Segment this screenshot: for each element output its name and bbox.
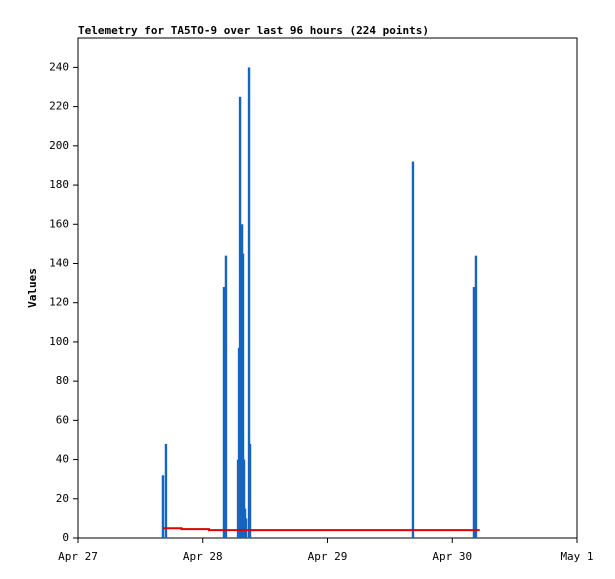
x-tick-label: Apr 29 xyxy=(308,550,348,563)
x-tick-label: May 1 xyxy=(560,550,593,563)
y-tick-label: 20 xyxy=(56,492,69,505)
y-tick-label: 220 xyxy=(49,100,69,113)
bar xyxy=(161,475,165,538)
y-tick-label: 240 xyxy=(49,60,69,73)
line xyxy=(162,527,480,532)
y-tick-label: 40 xyxy=(56,453,69,466)
y-tick-label: 140 xyxy=(49,256,69,269)
bar xyxy=(164,443,168,538)
bar xyxy=(247,67,251,538)
y-axis-label: Values xyxy=(26,268,39,308)
y-tick-label: 200 xyxy=(49,139,69,152)
y-tick-label: 100 xyxy=(49,335,69,348)
y-tick-label: 160 xyxy=(49,217,69,230)
plot-frame xyxy=(77,37,578,539)
bar xyxy=(248,443,252,538)
bar xyxy=(472,287,476,538)
y-tick-label: 180 xyxy=(49,178,69,191)
x-tick-label: Apr 30 xyxy=(432,550,472,563)
bar xyxy=(222,287,226,538)
bar xyxy=(241,253,245,538)
x-tick-label: Apr 28 xyxy=(183,550,223,563)
bar xyxy=(411,161,415,538)
y-tick-label: 0 xyxy=(62,531,69,544)
y-tick-label: 120 xyxy=(49,296,69,309)
y-tick-label: 60 xyxy=(56,413,69,426)
chart-title: Telemetry for TA5TO-9 over last 96 hours… xyxy=(78,24,429,37)
bar xyxy=(474,255,478,538)
x-tick-label: Apr 27 xyxy=(58,550,98,563)
y-tick-label: 80 xyxy=(56,374,69,387)
bar xyxy=(224,255,228,538)
bar xyxy=(242,459,246,538)
bar xyxy=(244,518,248,538)
